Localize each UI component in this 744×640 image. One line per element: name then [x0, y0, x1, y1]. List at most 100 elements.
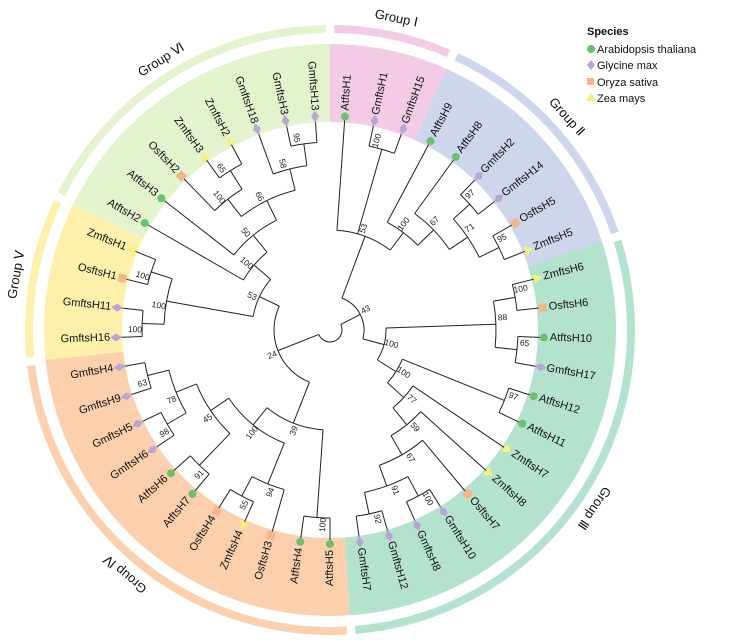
group-label: Group Ⅳ	[100, 552, 149, 597]
group-band	[414, 68, 603, 266]
bootstrap-value: 100	[395, 215, 412, 233]
bootstrap-value: 100	[243, 424, 260, 442]
diamond-marker-icon	[370, 114, 379, 127]
bootstrap-value: 67	[404, 451, 418, 464]
branch-line	[123, 362, 145, 367]
bootstrap-value: 100	[395, 364, 413, 380]
branch-line	[266, 200, 277, 221]
triangle-marker-icon	[240, 519, 250, 531]
group-band	[45, 351, 350, 616]
branch-line	[389, 232, 404, 251]
branch-line	[357, 149, 383, 235]
branch-line	[147, 369, 170, 376]
branch-line	[393, 132, 403, 154]
branch-line	[292, 381, 310, 424]
diamond-marker-icon	[281, 114, 290, 127]
circle-marker-icon	[340, 112, 349, 121]
branch-arc	[230, 489, 254, 503]
branch-line	[493, 296, 516, 302]
branch-line	[206, 159, 220, 179]
bootstrap-value: 97	[507, 390, 520, 403]
group-label: Group Ⅰ	[373, 6, 419, 30]
bootstrap-value: 88	[498, 312, 508, 322]
branch-arc	[392, 385, 414, 409]
diamond-marker-icon	[413, 520, 421, 531]
branch-line	[257, 132, 274, 175]
bootstrap-value: 98	[158, 426, 171, 440]
diamond-marker-icon	[399, 123, 407, 135]
branch-line	[478, 247, 500, 258]
group-label: Group Ⅴ	[4, 249, 27, 300]
branch-line	[517, 336, 540, 338]
branch-line	[173, 455, 191, 471]
bootstrap-value: 94	[264, 486, 277, 499]
leaf-label: GmftsH13	[305, 61, 320, 111]
branch-line	[362, 338, 385, 346]
branch-line	[130, 387, 152, 396]
bootstrap-value: 100	[383, 337, 400, 350]
branch-line	[385, 323, 496, 329]
group-ring	[334, 25, 451, 58]
branch-line	[199, 433, 231, 466]
square-marker-icon	[461, 488, 474, 500]
bootstrap-value: 92	[372, 513, 384, 525]
branch-line	[141, 411, 162, 423]
bootstrap-value: 39	[287, 424, 300, 437]
bootstrap-value: 43	[359, 303, 372, 316]
triangle-marker-icon	[501, 443, 512, 453]
branch-line	[386, 144, 430, 223]
branch-line	[147, 224, 244, 281]
leaf-label: GmftsH11	[62, 296, 112, 313]
diamond-marker-icon	[132, 420, 144, 428]
branch-line	[314, 120, 318, 143]
diamond-marker-icon	[385, 529, 393, 542]
bootstrap-value: 55	[237, 498, 250, 511]
branch-line	[355, 516, 360, 539]
legend-item-label: Glycine max	[597, 60, 658, 72]
branch-line	[417, 229, 434, 246]
bootstrap-value: 100	[134, 269, 151, 283]
branch-line	[336, 120, 346, 231]
square-marker-icon	[175, 170, 187, 182]
bootstrap-value: 66	[253, 190, 266, 203]
branch-arc	[511, 284, 518, 311]
leaf-label: GmftsH7	[355, 547, 373, 592]
diamond-marker-icon	[493, 194, 504, 202]
triangle-marker-icon	[226, 136, 236, 147]
branch-line	[477, 200, 496, 215]
bootstrap-value: 24	[266, 348, 279, 361]
circle-marker-icon	[529, 392, 538, 401]
branch-line	[142, 322, 165, 325]
branch-line	[166, 300, 254, 317]
bootstrap-value: 63	[137, 377, 149, 389]
circle-marker-icon	[296, 537, 305, 546]
bootstrap-value: 65	[519, 337, 530, 348]
branch-line	[120, 336, 143, 338]
circle-marker-icon	[451, 152, 460, 161]
branch-line	[340, 314, 361, 325]
branch-line	[422, 439, 466, 492]
branch-line	[387, 382, 405, 398]
bootstrap-value: 100	[151, 299, 167, 311]
legend-item-label: Arabidopsis thaliana	[597, 44, 697, 56]
branch-line	[392, 407, 408, 426]
tree-branches	[120, 120, 540, 540]
circle-marker-icon	[140, 219, 149, 227]
triangle-marker-icon	[482, 466, 493, 477]
branch-arc	[147, 259, 157, 285]
branch-arc	[219, 163, 242, 179]
branch-line	[227, 198, 242, 217]
branch-line	[244, 501, 254, 523]
diamond-marker-icon	[120, 392, 133, 400]
branch-line	[460, 178, 477, 196]
diamond-marker-icon	[110, 333, 123, 342]
branch-arc	[492, 235, 505, 260]
branch-line	[378, 465, 388, 487]
circle-marker-icon	[326, 540, 334, 548]
branch-line	[341, 236, 366, 299]
branch-line	[377, 359, 397, 373]
branch-line	[252, 234, 268, 253]
branch-line	[230, 144, 243, 165]
triangle-marker-icon	[126, 246, 138, 256]
